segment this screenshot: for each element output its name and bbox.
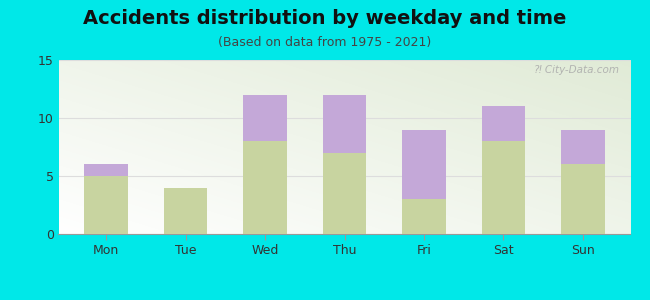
Bar — [482, 141, 525, 234]
Bar — [243, 95, 287, 141]
Bar — [322, 95, 367, 153]
Text: Accidents distribution by weekday and time: Accidents distribution by weekday and ti… — [83, 9, 567, 28]
Bar — [561, 130, 605, 164]
Bar — [243, 141, 287, 234]
Legend: AM, PM: AM, PM — [285, 295, 404, 300]
Bar — [84, 176, 128, 234]
Bar — [164, 188, 207, 234]
Bar — [322, 153, 367, 234]
Bar — [561, 164, 605, 234]
Text: (Based on data from 1975 - 2021): (Based on data from 1975 - 2021) — [218, 36, 432, 49]
Bar — [482, 106, 525, 141]
Bar — [402, 130, 446, 199]
Text: ⁈ City-Data.com: ⁈ City-Data.com — [534, 65, 619, 75]
Bar — [402, 199, 446, 234]
Bar — [84, 164, 128, 176]
